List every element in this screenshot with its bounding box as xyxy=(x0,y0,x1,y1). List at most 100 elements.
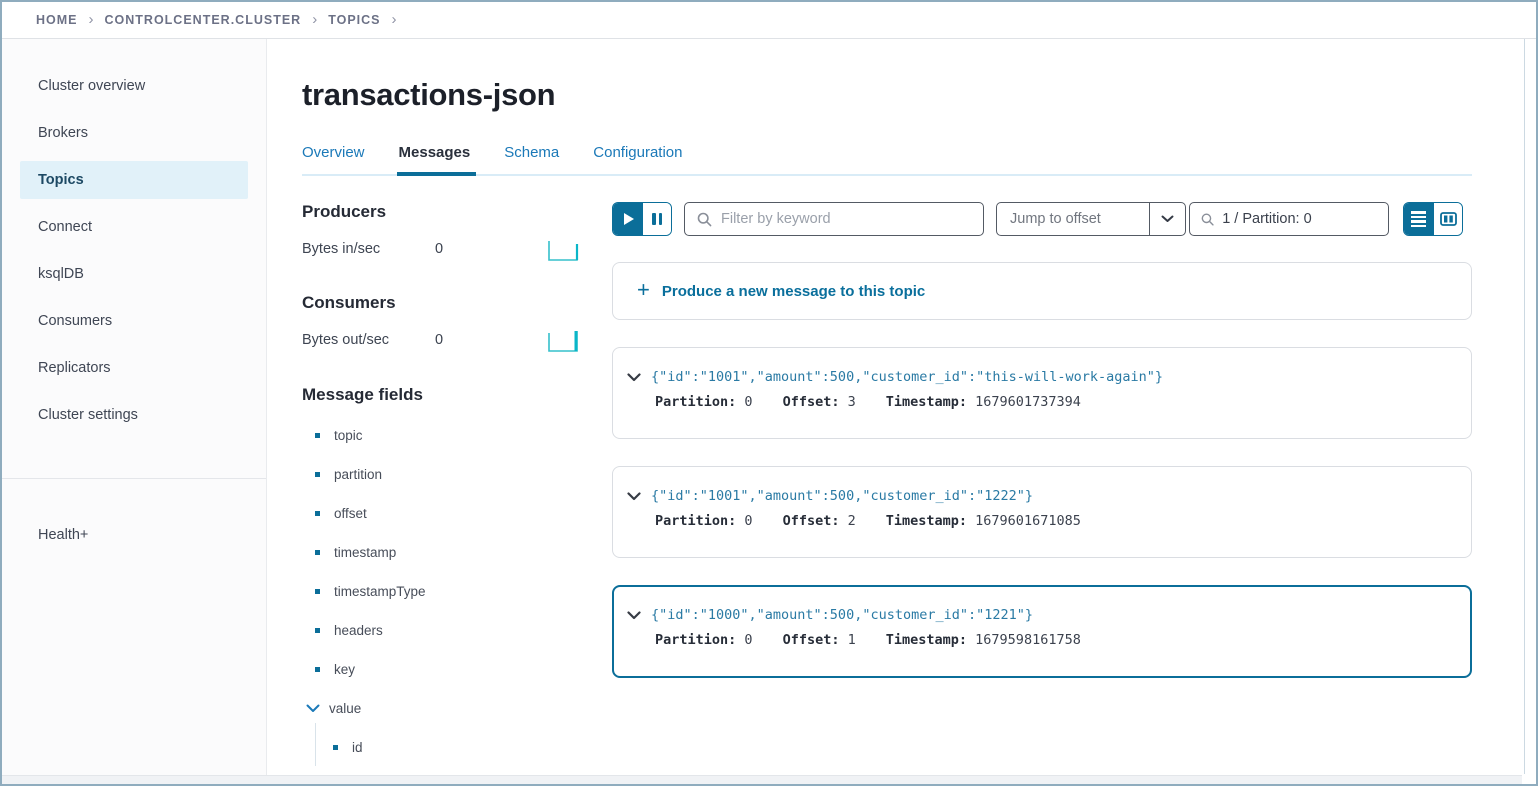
offset-search xyxy=(1189,202,1389,236)
bytes-in-sparkline xyxy=(548,240,579,261)
field-item-timestampType[interactable]: timestampType xyxy=(302,580,582,602)
breadcrumb-cluster[interactable]: CONTROLCENTER.CLUSTER xyxy=(104,13,302,27)
collapse-message-icon[interactable] xyxy=(627,610,641,620)
field-label: offset xyxy=(334,505,367,521)
bytes-in-metric: Bytes in/sec 0 xyxy=(302,235,582,263)
active-tab-underline xyxy=(396,172,477,176)
sidebar-item-consumers[interactable]: Consumers xyxy=(38,313,113,329)
field-item-timestamp[interactable]: timestamp xyxy=(302,541,582,563)
square-bullet-icon xyxy=(333,744,338,750)
message-card-selected[interactable]: {"id":"1000","amount":500,"customer_id":… xyxy=(612,585,1472,678)
breadcrumb: HOME › CONTROLCENTER.CLUSTER › TOPICS › xyxy=(2,2,1536,39)
sidebar-divider xyxy=(2,478,266,479)
keyword-filter xyxy=(684,202,984,236)
timestamp-value: 1679601737394 xyxy=(975,394,1081,410)
tab-overview[interactable]: Overview xyxy=(302,144,365,161)
bytes-in-label: Bytes in/sec xyxy=(302,241,381,257)
messages-panel: Jump to offset xyxy=(612,202,1472,775)
square-bullet-icon xyxy=(315,549,320,555)
sidebar-item-ksqldb[interactable]: ksqlDB xyxy=(38,266,84,282)
messages-toolbar: Jump to offset xyxy=(612,202,1472,236)
play-button[interactable] xyxy=(613,203,642,235)
field-item-partition[interactable]: partition xyxy=(302,463,582,485)
breadcrumb-topics[interactable]: TOPICS xyxy=(328,13,381,27)
chevron-right-icon: › xyxy=(312,10,318,28)
play-pause-toggle xyxy=(612,202,672,236)
partition-label: Partition: xyxy=(655,394,737,410)
bytes-out-metric: Bytes out/sec 0 xyxy=(302,326,582,354)
jump-to-offset-label: Jump to offset xyxy=(1010,211,1101,227)
offset-label: Offset: xyxy=(782,513,840,529)
chevron-down-icon xyxy=(1150,215,1185,223)
field-label: timestampType xyxy=(334,583,426,599)
offset-search-input[interactable] xyxy=(1222,211,1377,227)
message-fields-heading: Message fields xyxy=(302,385,423,404)
square-bullet-icon xyxy=(315,510,320,516)
tab-messages-label: Messages xyxy=(398,144,471,161)
sidebar-item-connect[interactable]: Connect xyxy=(38,219,93,235)
cards-view-button[interactable] xyxy=(1433,203,1462,235)
offset-value: 3 xyxy=(847,394,856,410)
message-metadata: Partition: 0 Offset: 3 Timestamp: 167960… xyxy=(627,393,1451,411)
list-view-button[interactable] xyxy=(1404,203,1433,235)
sidebar-item-brokers[interactable]: Brokers xyxy=(38,125,88,141)
tab-schema[interactable]: Schema xyxy=(504,144,560,161)
square-bullet-icon xyxy=(315,627,320,633)
jump-to-offset-select[interactable]: Jump to offset xyxy=(996,202,1186,236)
field-label: value xyxy=(329,700,362,716)
page-title: transactions-json xyxy=(302,77,556,112)
message-card[interactable]: {"id":"1001","amount":500,"customer_id":… xyxy=(612,347,1472,439)
square-bullet-icon xyxy=(315,588,320,594)
timestamp-label: Timestamp: xyxy=(885,632,968,648)
chevron-right-icon: › xyxy=(88,10,94,28)
partition-value: 0 xyxy=(744,632,753,648)
sidebar-item-topics[interactable]: Topics xyxy=(20,161,248,199)
produce-message-button[interactable]: + Produce a new message to this topic xyxy=(612,262,1472,320)
field-label: timestamp xyxy=(334,544,397,560)
tab-configuration[interactable]: Configuration xyxy=(593,144,683,161)
vertical-scrollbar-track[interactable] xyxy=(1524,39,1525,774)
timestamp-value: 1679598161758 xyxy=(975,632,1081,648)
field-item-topic[interactable]: topic xyxy=(302,424,582,446)
breadcrumb-home[interactable]: HOME xyxy=(36,13,78,27)
field-item-headers[interactable]: headers xyxy=(302,619,582,641)
partition-value: 0 xyxy=(744,513,753,529)
message-json: {"id":"1000","amount":500,"customer_id":… xyxy=(651,607,1034,623)
sidebar-item-replicators[interactable]: Replicators xyxy=(38,360,111,376)
square-bullet-icon xyxy=(315,471,320,477)
field-label: partition xyxy=(334,466,383,482)
message-card[interactable]: {"id":"1001","amount":500,"customer_id":… xyxy=(612,466,1472,558)
chevron-down-icon[interactable] xyxy=(306,704,320,713)
message-json: {"id":"1001","amount":500,"customer_id":… xyxy=(651,369,1164,385)
field-item-value-id[interactable]: id xyxy=(302,723,582,766)
collapse-message-icon[interactable] xyxy=(627,491,641,501)
field-item-value[interactable]: value xyxy=(302,697,582,719)
pause-button[interactable] xyxy=(642,203,671,235)
sidebar-item-cluster-overview[interactable]: Cluster overview xyxy=(38,78,146,94)
select-divider xyxy=(1149,203,1150,235)
search-icon xyxy=(697,212,712,226)
list-view-icon xyxy=(1411,211,1426,227)
main-content: transactions-json Overview Messages Sche… xyxy=(267,39,1536,784)
horizontal-scrollbar-track[interactable] xyxy=(2,775,1522,784)
field-label: key xyxy=(334,661,356,677)
collapse-message-icon[interactable] xyxy=(627,372,641,382)
offset-label: Offset: xyxy=(782,394,840,410)
bytes-in-value: 0 xyxy=(435,241,444,257)
message-metadata: Partition: 0 Offset: 1 Timestamp: 167959… xyxy=(627,631,1451,649)
sidebar: Cluster overview Brokers Topics Connect … xyxy=(2,39,267,784)
field-item-offset[interactable]: offset xyxy=(302,502,582,524)
keyword-filter-input[interactable] xyxy=(721,211,971,227)
tab-messages[interactable]: Messages xyxy=(396,144,477,176)
offset-value: 2 xyxy=(847,513,856,529)
field-item-key[interactable]: key xyxy=(302,658,582,680)
view-mode-toggle xyxy=(1403,202,1463,236)
message-json: {"id":"1001","amount":500,"customer_id":… xyxy=(651,488,1034,504)
partition-label: Partition: xyxy=(655,513,737,529)
timestamp-label: Timestamp: xyxy=(885,513,968,529)
square-bullet-icon xyxy=(315,432,320,438)
sidebar-item-cluster-settings[interactable]: Cluster settings xyxy=(38,407,138,423)
sidebar-item-health-plus[interactable]: Health+ xyxy=(38,527,89,543)
partition-value: 0 xyxy=(744,394,753,410)
